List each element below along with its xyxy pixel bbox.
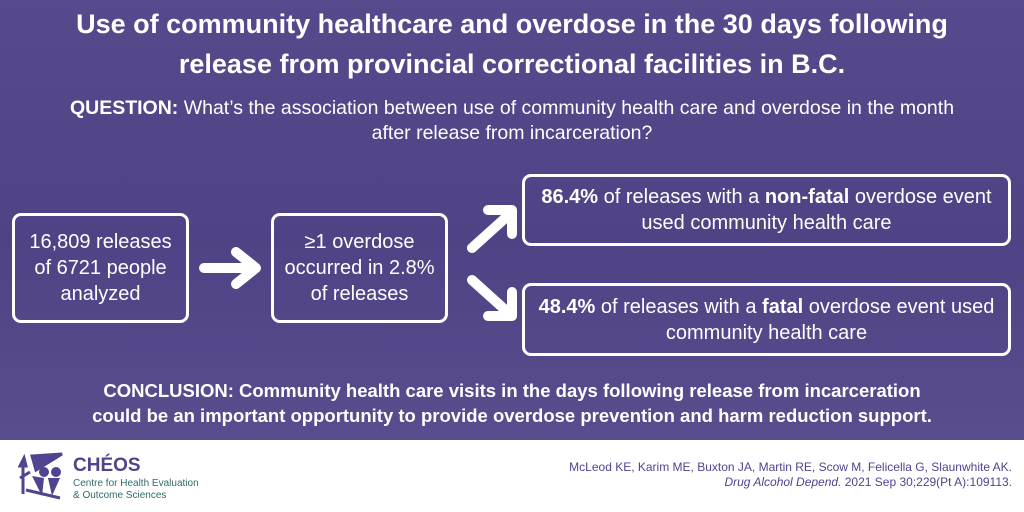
text: overdose event used community health car… xyxy=(665,295,995,344)
non-fatal-pct: 86.4% xyxy=(541,186,599,208)
cheos-logo-icon xyxy=(17,452,63,500)
question-label: QUESTION: xyxy=(69,97,179,119)
question: QUESTION: What’s the association between… xyxy=(60,96,964,146)
conclusion-line-2: could be an important opportunity to pro… xyxy=(92,405,932,426)
title-line-1: Use of community healthcare and overdose… xyxy=(76,9,948,39)
conclusion: CONCLUSION: Community health care visits… xyxy=(0,378,1024,428)
arrow-right-icon xyxy=(199,247,261,289)
text: of releases with a xyxy=(595,295,763,318)
citation: McLeod KE, Karim ME, Buxton JA, Martin R… xyxy=(569,460,1012,490)
title-line-2: release from provincial correctional fac… xyxy=(178,49,846,79)
infographic-panel: Use of community healthcare and overdose… xyxy=(0,0,1024,440)
logo-name: CHÉOS xyxy=(73,455,141,476)
question-text: What’s the association between use of co… xyxy=(183,97,955,144)
overdose-text: ≥1 overdose occurred in 2.8% of releases xyxy=(284,231,435,305)
citation-authors: McLeod KE, Karim ME, Buxton JA, Martin R… xyxy=(569,460,1012,474)
logo-sub-1: Centre for Health Evaluation xyxy=(73,478,199,489)
emphasis: non-fatal xyxy=(764,186,850,208)
non-fatal-box: 86.4% of releases with a non-fatal overd… xyxy=(522,174,1011,246)
overdose-box: ≥1 overdose occurred in 2.8% of releases xyxy=(271,213,448,323)
logo-sub-2: & Outcome Sciences xyxy=(73,490,167,501)
citation-details: 2021 Sep 30;229(Pt A):109113. xyxy=(841,475,1012,489)
logo-subtitle: Centre for Health Evaluation & Outcome Sc… xyxy=(73,478,199,502)
fatal-text: 48.4% of releases with a fatal overdose … xyxy=(529,294,1004,346)
releases-text: 16,809 releases of 6721 people analyzed xyxy=(29,231,172,305)
fatal-pct: 48.4% xyxy=(538,295,596,318)
non-fatal-text: 86.4% of releases with a non-fatal overd… xyxy=(529,184,1004,236)
text: overdose event used community health car… xyxy=(641,186,992,234)
citation-journal: Drug Alcohol Depend. xyxy=(724,475,842,489)
arrow-up-right-icon xyxy=(467,205,517,253)
fatal-box: 48.4% of releases with a fatal overdose … xyxy=(522,283,1011,356)
footer: CHÉOS Centre for Health Evaluation & Outc… xyxy=(0,440,1024,512)
text: of releases with a xyxy=(598,186,765,208)
arrow-down-right-icon xyxy=(467,275,517,321)
releases-box: 16,809 releases of 6721 people analyzed xyxy=(12,213,189,323)
conclusion-line-1: CONCLUSION: Community health care visits… xyxy=(103,380,921,401)
emphasis: fatal xyxy=(762,295,804,318)
title: Use of community healthcare and overdose… xyxy=(0,4,1024,84)
